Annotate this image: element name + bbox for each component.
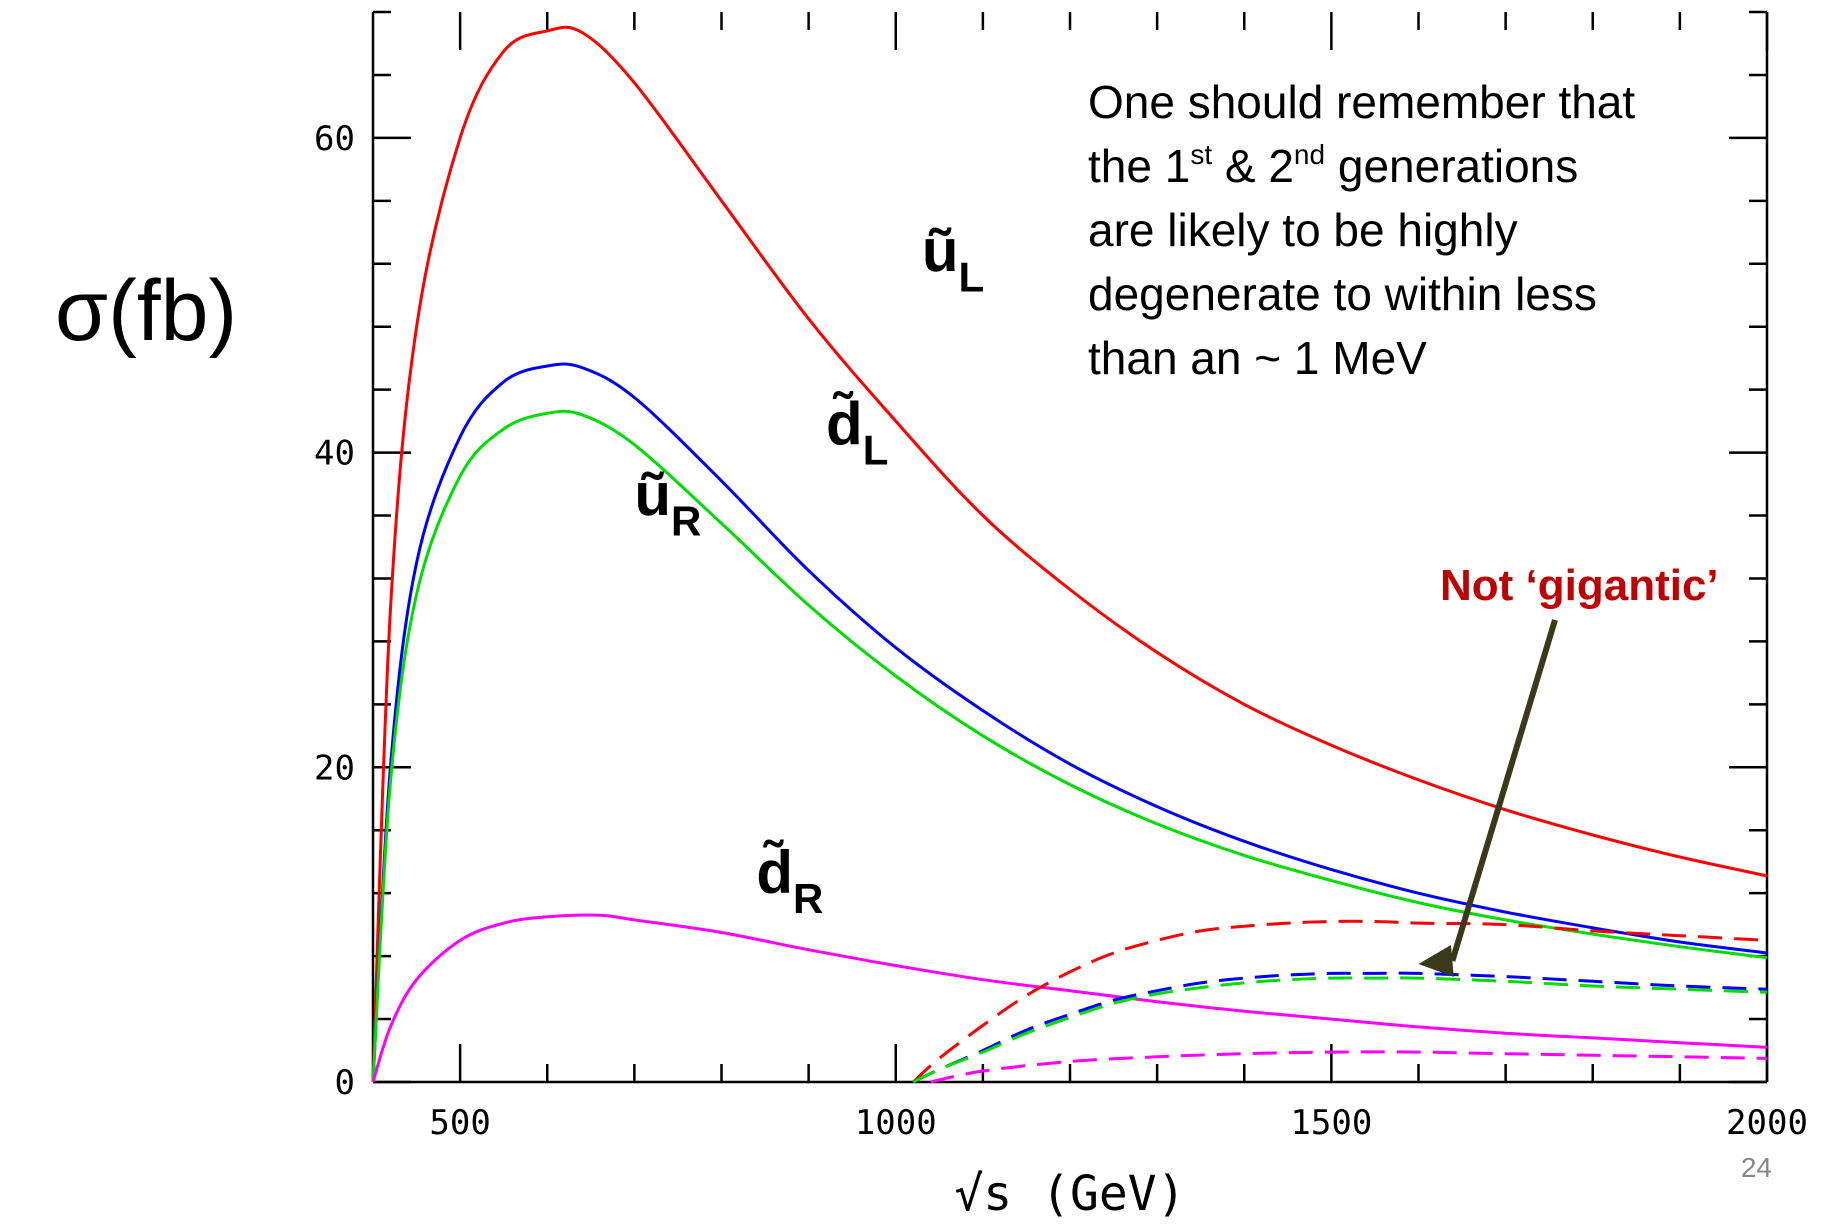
dashed-curve-4 bbox=[912, 919, 1768, 1084]
solid-curve-0 bbox=[371, 25, 1768, 1083]
chart-labels: σ(fb) √s (GeV) Not ‘gigantic’ 24 bbox=[55, 263, 1772, 1222]
degeneracy-note: One should remember that the 1st & 2nd ge… bbox=[1088, 76, 1635, 384]
x-axis-label: √s (GeV) bbox=[954, 1166, 1185, 1222]
note-line-4: degenerate to within less bbox=[1088, 268, 1597, 320]
y-tick-label: 0 bbox=[335, 1063, 355, 1103]
curves bbox=[371, 25, 1768, 1084]
y-tick-label: 20 bbox=[314, 748, 355, 788]
x-tick-label: 2000 bbox=[1726, 1103, 1808, 1143]
annotation-arrow bbox=[1418, 619, 1558, 977]
arrow-shaft bbox=[1449, 619, 1558, 962]
dashed-curve-6 bbox=[912, 976, 1768, 1084]
note-line-2: the 1st & 2nd generations bbox=[1088, 139, 1578, 192]
note-line-3: are likely to be highly bbox=[1088, 204, 1518, 256]
note-line-5: than an ~ 1 MeV bbox=[1088, 332, 1427, 384]
axes: 500 1000 1500 2000 0 20 40 60 bbox=[314, 10, 1808, 1143]
curve-label-ul: ũL bbox=[922, 218, 984, 301]
x-tick-label: 500 bbox=[429, 1103, 490, 1143]
curve-label-ur: ũR bbox=[634, 462, 701, 545]
solid-curve-1 bbox=[371, 362, 1768, 1083]
y-axis-title: σ(fb) bbox=[55, 263, 237, 359]
solid-curve-2 bbox=[371, 409, 1768, 1083]
curve-label-dl: d̃L bbox=[826, 391, 888, 474]
page-number: 24 bbox=[1741, 1152, 1772, 1183]
y-tick-label: 40 bbox=[314, 434, 355, 474]
curve-label-dr: d̃R bbox=[756, 839, 823, 922]
solid-curve-3 bbox=[371, 913, 1768, 1083]
dashed-curve-5 bbox=[912, 971, 1768, 1084]
x-tick-label: 1000 bbox=[855, 1103, 937, 1143]
curve-labels: ũL d̃L ũR d̃R bbox=[634, 218, 984, 923]
y-tick-label: 60 bbox=[314, 119, 355, 159]
note-line-1: One should remember that bbox=[1088, 76, 1635, 128]
x-tick-label: 1500 bbox=[1290, 1103, 1372, 1143]
not-gigantic-note: Not ‘gigantic’ bbox=[1440, 561, 1719, 610]
arrow-head bbox=[1418, 944, 1454, 977]
dashed-curve-7 bbox=[930, 1050, 1768, 1084]
